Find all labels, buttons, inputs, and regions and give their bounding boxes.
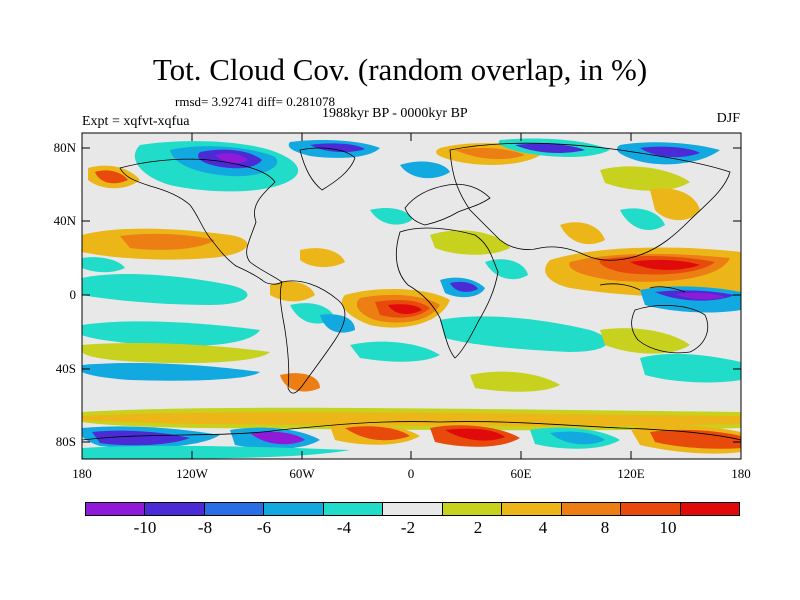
- colorbar-swatch: [204, 503, 265, 515]
- coastline-asia: [449, 142, 731, 261]
- anomaly-patch: [310, 143, 365, 153]
- anomaly-patch: [350, 341, 440, 362]
- coastline-greenland: [299, 147, 356, 191]
- colorbar-label: 8: [600, 518, 610, 537]
- colorbar-swatch: [561, 503, 622, 515]
- coastline-australia: [631, 305, 709, 354]
- season-label: DJF: [716, 111, 740, 126]
- lat-label-80s: 80S: [55, 434, 76, 449]
- anomaly-patch: [600, 166, 690, 191]
- colorbar-label: 2: [473, 518, 483, 537]
- colorbar-label: 10: [659, 518, 677, 537]
- experiment-label: Expt = xqfvt-xqfua: [82, 114, 190, 129]
- lat-label-40s: 40S: [55, 361, 76, 376]
- anomaly-patch: [560, 222, 605, 245]
- anomaly-patch: [370, 208, 412, 225]
- coastline-africa: [395, 227, 499, 359]
- anomaly-patch: [455, 147, 525, 160]
- colorbar-swatch: [442, 503, 503, 515]
- coastline-north-america: [119, 158, 283, 285]
- time-period-label: 1988kyr BP - 0000kyr BP: [322, 106, 468, 121]
- coastlines: [82, 142, 741, 441]
- colorbar-swatch: [383, 503, 443, 515]
- anomaly-patch: [280, 373, 320, 392]
- lon-label-60w: 60W: [289, 466, 315, 481]
- anomaly-patch: [675, 293, 725, 300]
- coastline-south-america: [279, 280, 346, 394]
- axis-ticks: [81, 133, 742, 459]
- anomaly-field: [82, 138, 741, 459]
- anomaly-patch: [485, 259, 528, 280]
- anomaly-patch: [82, 257, 125, 273]
- coastline-indonesia: [599, 283, 686, 293]
- lon-label-180-left: 180: [72, 466, 92, 481]
- colorbar-swatch: [86, 503, 146, 515]
- anomaly-patch: [250, 431, 305, 445]
- colorbar-label: -10: [133, 518, 157, 537]
- anomaly-patch: [450, 281, 478, 292]
- anomaly-patch: [640, 146, 700, 158]
- anomaly-patch: [640, 353, 741, 383]
- anomaly-patch: [620, 208, 665, 230]
- anomaly-patch: [515, 143, 585, 153]
- colorbar-label: -2: [400, 518, 416, 537]
- colorbar-label: -8: [197, 518, 213, 537]
- lon-label-120e: 120E: [617, 466, 645, 481]
- lon-label-60e: 60E: [510, 466, 532, 481]
- anomaly-patch: [650, 429, 741, 449]
- anomaly-patch: [82, 412, 741, 427]
- anomaly-patch: [345, 426, 410, 441]
- colorbar-swatch: [145, 503, 205, 515]
- lat-label-0: 0: [69, 287, 77, 302]
- anomaly-patch: [470, 371, 560, 392]
- anomaly-patch: [82, 362, 260, 381]
- anomaly-patch: [440, 316, 608, 352]
- colorbar-label: -6: [256, 518, 272, 537]
- anomaly-patch: [550, 431, 605, 445]
- coastline-antarctica: [82, 421, 741, 441]
- anomaly-patch: [650, 188, 700, 221]
- anomaly-patch: [430, 230, 510, 255]
- anomaly-patch: [445, 428, 505, 441]
- colorbar-label: -4: [336, 518, 352, 537]
- map-title: Tot. Cloud Cov. (random overlap, in %): [152, 52, 648, 87]
- anomaly-patch: [400, 161, 450, 179]
- lat-label-80n: 80N: [53, 140, 76, 155]
- anomaly-patch: [92, 430, 190, 446]
- rmsd-diff-stats: rmsd= 3.92741 diff= 0.281078: [175, 94, 335, 109]
- anomaly-patch: [215, 153, 248, 164]
- colorbar-swatch: [502, 503, 562, 515]
- lon-label-180-right: 180: [731, 466, 751, 481]
- anomaly-patch: [388, 304, 422, 315]
- anomaly-patch: [630, 259, 700, 270]
- colorbar-swatch: [621, 503, 681, 515]
- lon-label-0: 0: [407, 466, 415, 481]
- anomaly-patch: [82, 274, 248, 305]
- anomaly-patch: [320, 314, 355, 333]
- colorbar-label: 4: [538, 518, 548, 537]
- lat-label-40n: 40N: [53, 213, 76, 228]
- anomaly-patch: [82, 445, 350, 459]
- anomaly-patch: [600, 328, 690, 354]
- coastline-europe: [404, 183, 491, 226]
- colorbar-swatch: [264, 503, 324, 515]
- colorbar-swatch: [680, 503, 739, 515]
- colorbar-swatch: [323, 503, 384, 515]
- lon-label-120w: 120W: [176, 466, 208, 481]
- colorbar: [85, 502, 740, 516]
- anomaly-patch: [300, 248, 345, 268]
- anomaly-patch: [82, 321, 260, 347]
- anomaly-patch: [120, 233, 215, 250]
- anomaly-patch: [82, 342, 270, 364]
- anomaly-patch: [95, 170, 128, 184]
